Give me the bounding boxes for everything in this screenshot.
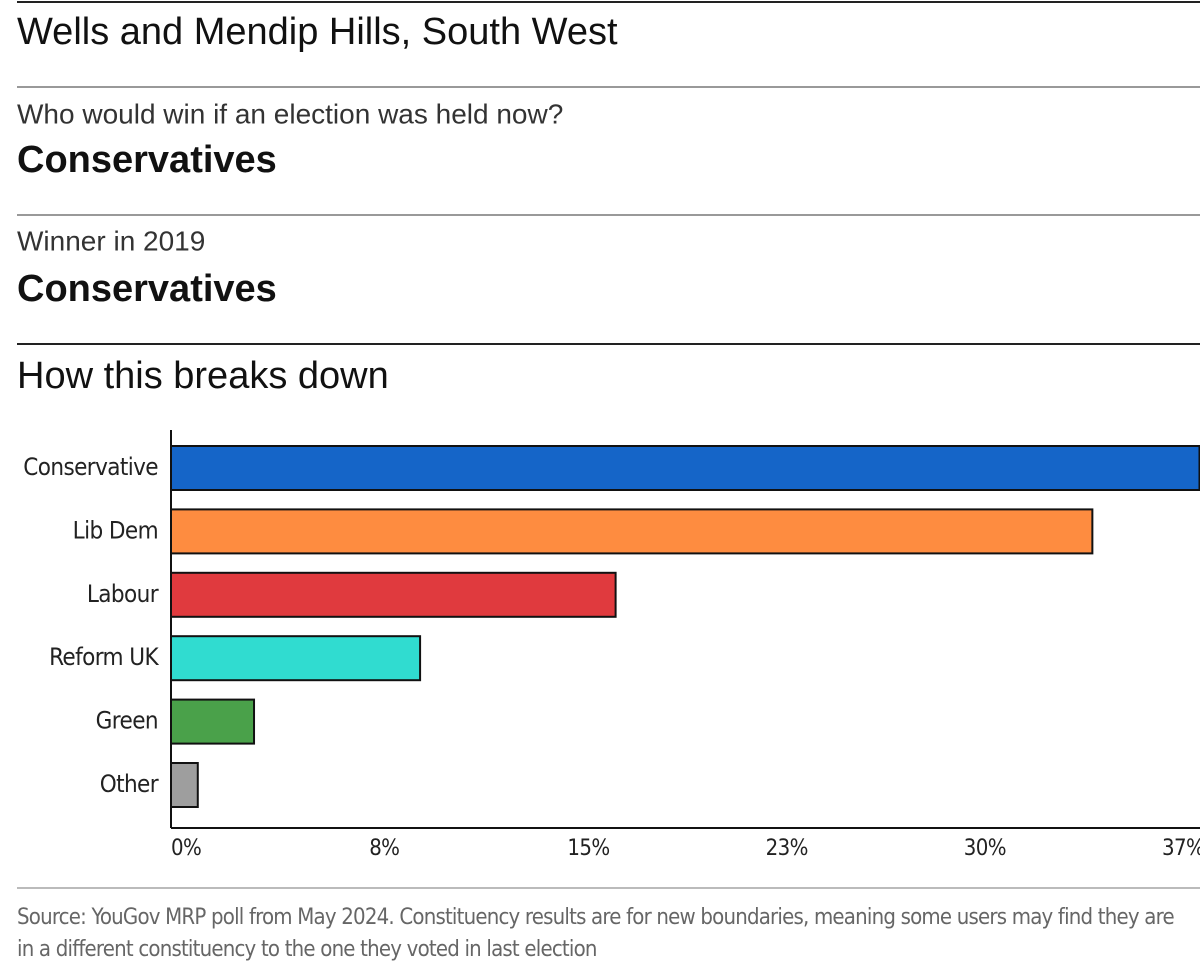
page-title: Wells and Mendip Hills, South West <box>17 11 618 53</box>
question: Who would win if an election was held no… <box>17 98 563 129</box>
bar <box>170 445 1200 491</box>
previous-label: Winner in 2019 <box>17 225 205 256</box>
bar <box>170 762 199 808</box>
x-tick-label: 0% <box>171 836 201 861</box>
x-tick-label: 23% <box>766 836 808 861</box>
bar <box>170 698 256 745</box>
bar <box>170 508 1094 555</box>
category-label: Reform UK <box>49 643 159 671</box>
bar <box>170 571 617 618</box>
category-label: Lib Dem <box>73 516 158 544</box>
prediction: Conservatives <box>17 139 277 181</box>
category-label: Other <box>100 770 159 798</box>
previous-winner: Conservatives <box>17 268 277 310</box>
x-tick-label: 37% <box>1162 836 1200 861</box>
chart-title: How this breaks down <box>17 355 389 397</box>
bar <box>170 635 422 682</box>
category-label: Conservative <box>23 453 158 481</box>
x-tick-label: 15% <box>567 836 609 861</box>
x-tick-label: 8% <box>369 836 399 861</box>
x-tick-label: 30% <box>964 836 1006 861</box>
category-label: Labour <box>87 580 159 608</box>
category-label: Green <box>96 707 158 735</box>
source: Source: YouGov MRP poll from May 2024. C… <box>17 905 1175 962</box>
